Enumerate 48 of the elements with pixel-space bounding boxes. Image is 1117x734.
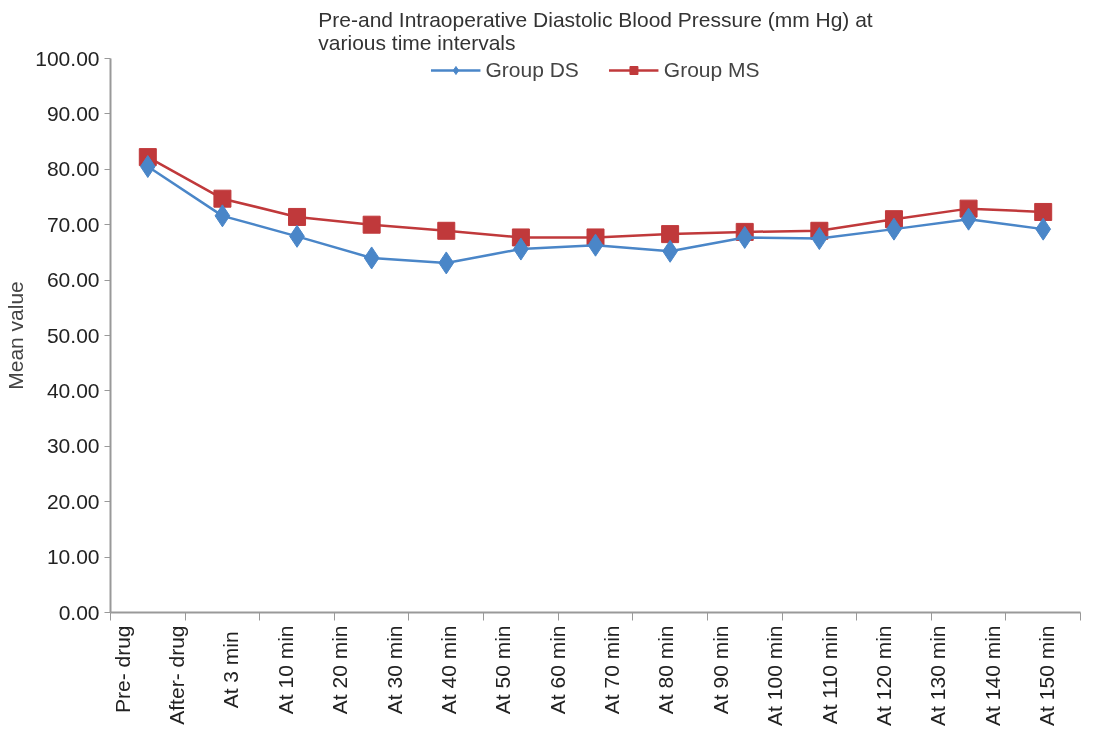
- y-tick-label: 70.00: [46, 212, 100, 236]
- y-tick-label: 10.00: [46, 545, 100, 569]
- y-tick-label: 20.00: [46, 489, 100, 513]
- text: After- drug: [165, 625, 189, 725]
- point: [960, 207, 977, 231]
- point: [213, 189, 232, 208]
- text: At 110 min: [817, 625, 841, 725]
- text: At 30 min: [382, 625, 406, 715]
- point: [438, 251, 455, 275]
- text: At 100 min: [763, 625, 787, 726]
- text: Pre- drug: [110, 625, 134, 714]
- point: [437, 221, 456, 240]
- point: [288, 207, 307, 226]
- text: At 10 min: [273, 625, 297, 715]
- y-tick-label: 30.00: [46, 434, 100, 458]
- legend-label: Group DS: [485, 58, 579, 82]
- point: [811, 227, 828, 251]
- text: At 70 min: [600, 625, 624, 715]
- point: [661, 225, 680, 244]
- point: [1034, 202, 1053, 221]
- text: At 150 min: [1035, 625, 1059, 726]
- point: [1035, 217, 1052, 241]
- chart-title: Pre-and Intraoperative Diastolic Blood Pressure (mm Hg) at various time intervals: [318, 7, 873, 54]
- text: At 90 min: [708, 625, 732, 715]
- legend-label: Group MS: [663, 58, 760, 82]
- y-tick-label: 90.00: [46, 101, 100, 125]
- y-tick-label: 0.00: [58, 600, 100, 624]
- text: At 3 min: [219, 631, 243, 709]
- point: [363, 246, 380, 270]
- point: [587, 233, 604, 257]
- text: At 50 min: [491, 625, 515, 715]
- y-tick-label: 40.00: [46, 378, 100, 402]
- text: At 60 min: [545, 625, 569, 715]
- y-tick-label: 60.00: [46, 268, 100, 292]
- point: [139, 155, 156, 179]
- text: At 120 min: [871, 625, 895, 726]
- text: At 140 min: [980, 625, 1004, 726]
- point: [736, 225, 753, 249]
- y-tick-label: 100.00: [35, 46, 100, 70]
- text: At 80 min: [654, 625, 678, 715]
- text: At 130 min: [926, 625, 950, 726]
- y-axis-title: Mean value: [4, 281, 28, 390]
- y-tick-label: 50.00: [46, 323, 100, 347]
- text: At 20 min: [328, 625, 352, 715]
- point: [214, 204, 231, 228]
- text: At 40 min: [436, 625, 460, 715]
- y-tick-label: 80.00: [46, 157, 100, 181]
- point: [362, 215, 381, 234]
